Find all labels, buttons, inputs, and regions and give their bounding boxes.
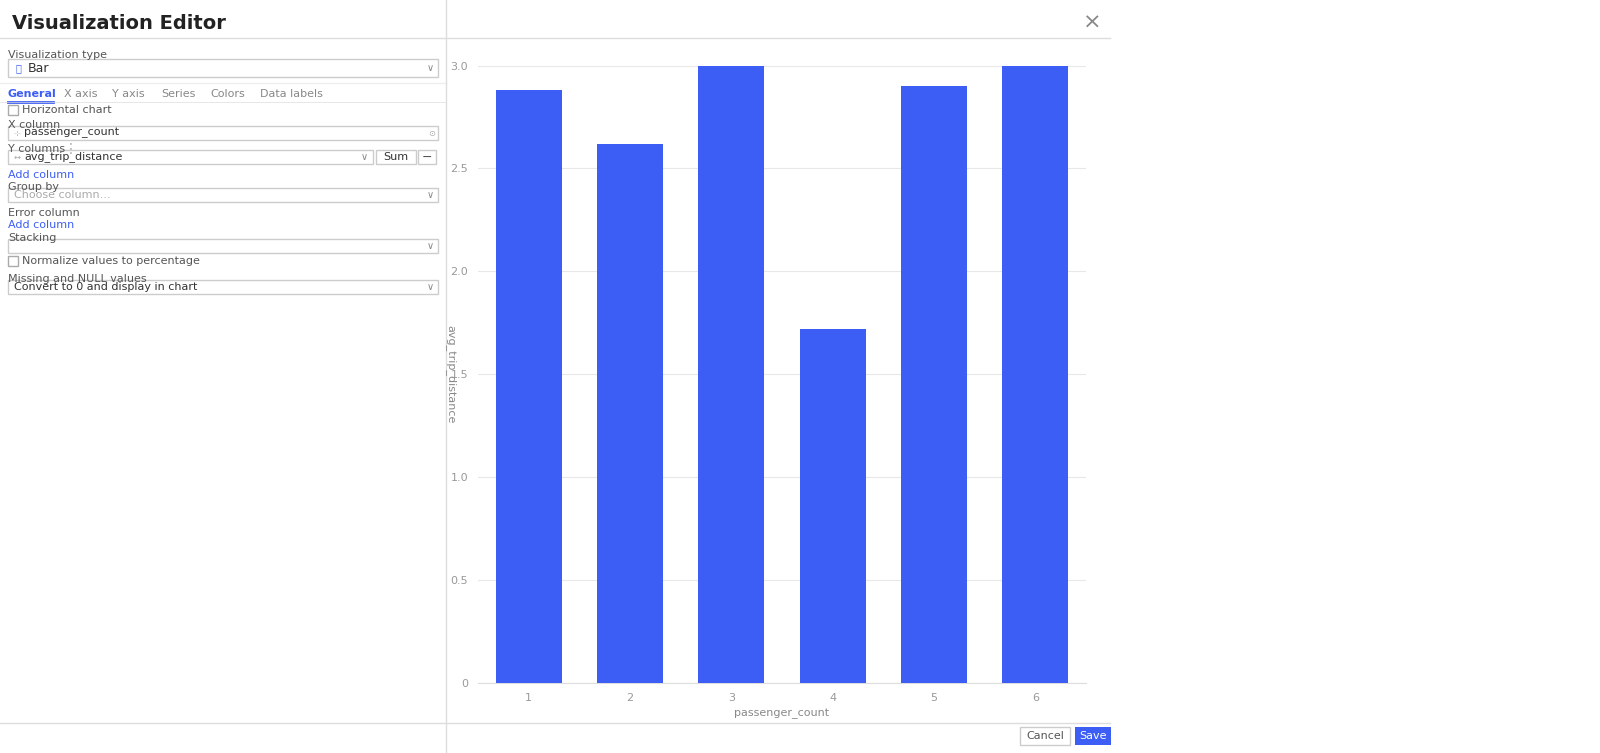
Text: Visualization Editor: Visualization Editor <box>13 14 226 32</box>
Text: Add column: Add column <box>8 220 74 230</box>
FancyBboxPatch shape <box>1075 727 1110 745</box>
Text: ∨: ∨ <box>427 190 434 200</box>
Text: Data labels: Data labels <box>259 89 322 99</box>
Text: X axis: X axis <box>64 89 98 99</box>
Bar <box>698 62 765 683</box>
FancyBboxPatch shape <box>8 150 373 164</box>
Text: ×: × <box>1083 13 1101 33</box>
FancyBboxPatch shape <box>8 239 438 253</box>
Bar <box>800 329 866 683</box>
FancyBboxPatch shape <box>8 59 438 77</box>
Text: ∨: ∨ <box>360 152 368 162</box>
Text: ∨: ∨ <box>427 241 434 251</box>
FancyBboxPatch shape <box>8 188 438 202</box>
FancyBboxPatch shape <box>376 150 416 164</box>
Text: ⊹: ⊹ <box>14 129 21 138</box>
FancyBboxPatch shape <box>1021 727 1070 745</box>
Y-axis label: avg_trip_distance: avg_trip_distance <box>445 325 456 423</box>
Text: ∨: ∨ <box>427 282 434 292</box>
Bar <box>496 90 562 683</box>
Text: Stacking: Stacking <box>8 233 56 243</box>
Text: Group by: Group by <box>8 182 59 192</box>
Text: X column: X column <box>8 120 61 130</box>
Text: Y columns: Y columns <box>8 144 66 154</box>
Text: Cancel: Cancel <box>1026 731 1064 741</box>
Text: 📊: 📊 <box>16 63 22 73</box>
Text: General: General <box>8 89 56 99</box>
X-axis label: passenger_count: passenger_count <box>734 708 829 718</box>
Bar <box>597 144 662 683</box>
Bar <box>1002 66 1069 683</box>
Text: Visualization type: Visualization type <box>8 50 107 60</box>
Text: ⋮: ⋮ <box>64 142 78 156</box>
Text: ∨: ∨ <box>427 63 434 73</box>
Text: Save: Save <box>1080 731 1107 741</box>
FancyBboxPatch shape <box>8 280 438 294</box>
Bar <box>901 86 966 683</box>
Text: passenger_count: passenger_count <box>24 128 118 139</box>
Text: ⊙: ⊙ <box>429 129 435 138</box>
Text: avg_trip_distance: avg_trip_distance <box>24 151 122 163</box>
Text: Choose column...: Choose column... <box>14 190 110 200</box>
FancyBboxPatch shape <box>8 256 18 266</box>
Text: ↔: ↔ <box>14 153 21 161</box>
Text: Error column: Error column <box>8 208 80 218</box>
Text: Y axis: Y axis <box>112 89 146 99</box>
Text: Missing and NULL values: Missing and NULL values <box>8 274 147 284</box>
FancyBboxPatch shape <box>8 105 18 115</box>
Text: Bar: Bar <box>29 62 50 75</box>
FancyBboxPatch shape <box>418 150 435 164</box>
Text: Series: Series <box>162 89 195 99</box>
FancyBboxPatch shape <box>8 126 438 140</box>
Text: Convert to 0 and display in chart: Convert to 0 and display in chart <box>14 282 197 292</box>
Text: Add column: Add column <box>8 170 74 180</box>
Text: −: − <box>422 151 432 163</box>
Text: Horizontal chart: Horizontal chart <box>22 105 112 115</box>
Text: Normalize values to percentage: Normalize values to percentage <box>22 256 200 266</box>
Text: Colors: Colors <box>211 89 245 99</box>
Text: Sum: Sum <box>384 152 408 162</box>
